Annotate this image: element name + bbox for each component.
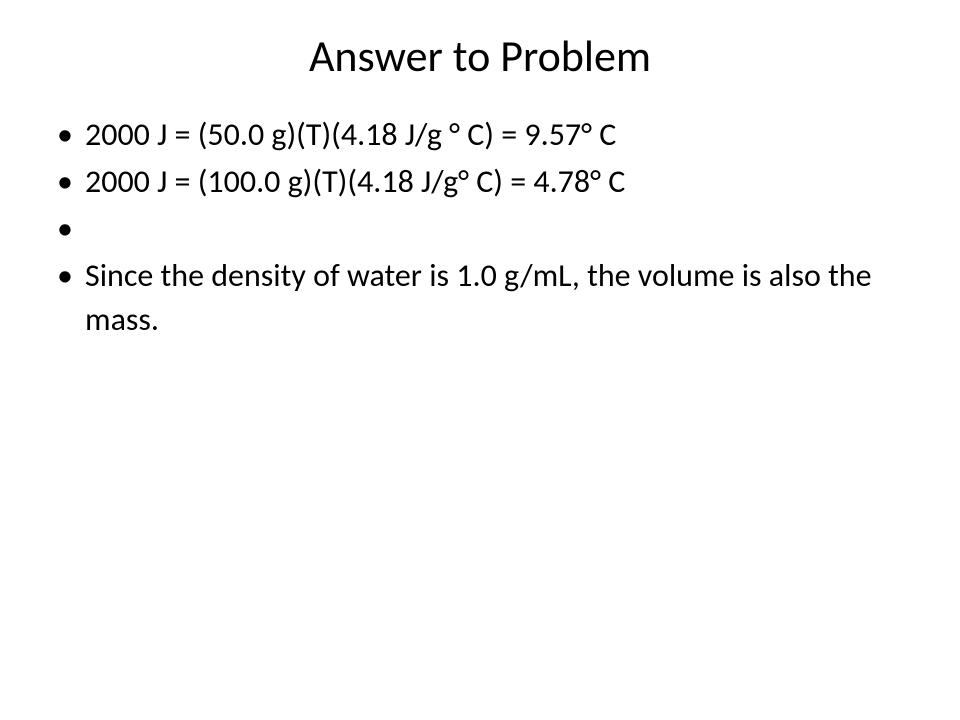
bullet-item: Since the density of water is 1.0 g/mL, …: [55, 254, 905, 340]
slide-title: Answer to Problem: [55, 30, 905, 83]
bullet-list: 2000 J = (50.0 g)(T)(4.18 J/g ° C) = 9.5…: [55, 113, 905, 341]
bullet-item: [55, 207, 905, 250]
slide: Answer to Problem 2000 J = (50.0 g)(T)(4…: [0, 0, 960, 720]
bullet-item: 2000 J = (100.0 g)(T)(4.18 J/g° C) = 4.7…: [55, 160, 905, 203]
bullet-item: 2000 J = (50.0 g)(T)(4.18 J/g ° C) = 9.5…: [55, 113, 905, 156]
